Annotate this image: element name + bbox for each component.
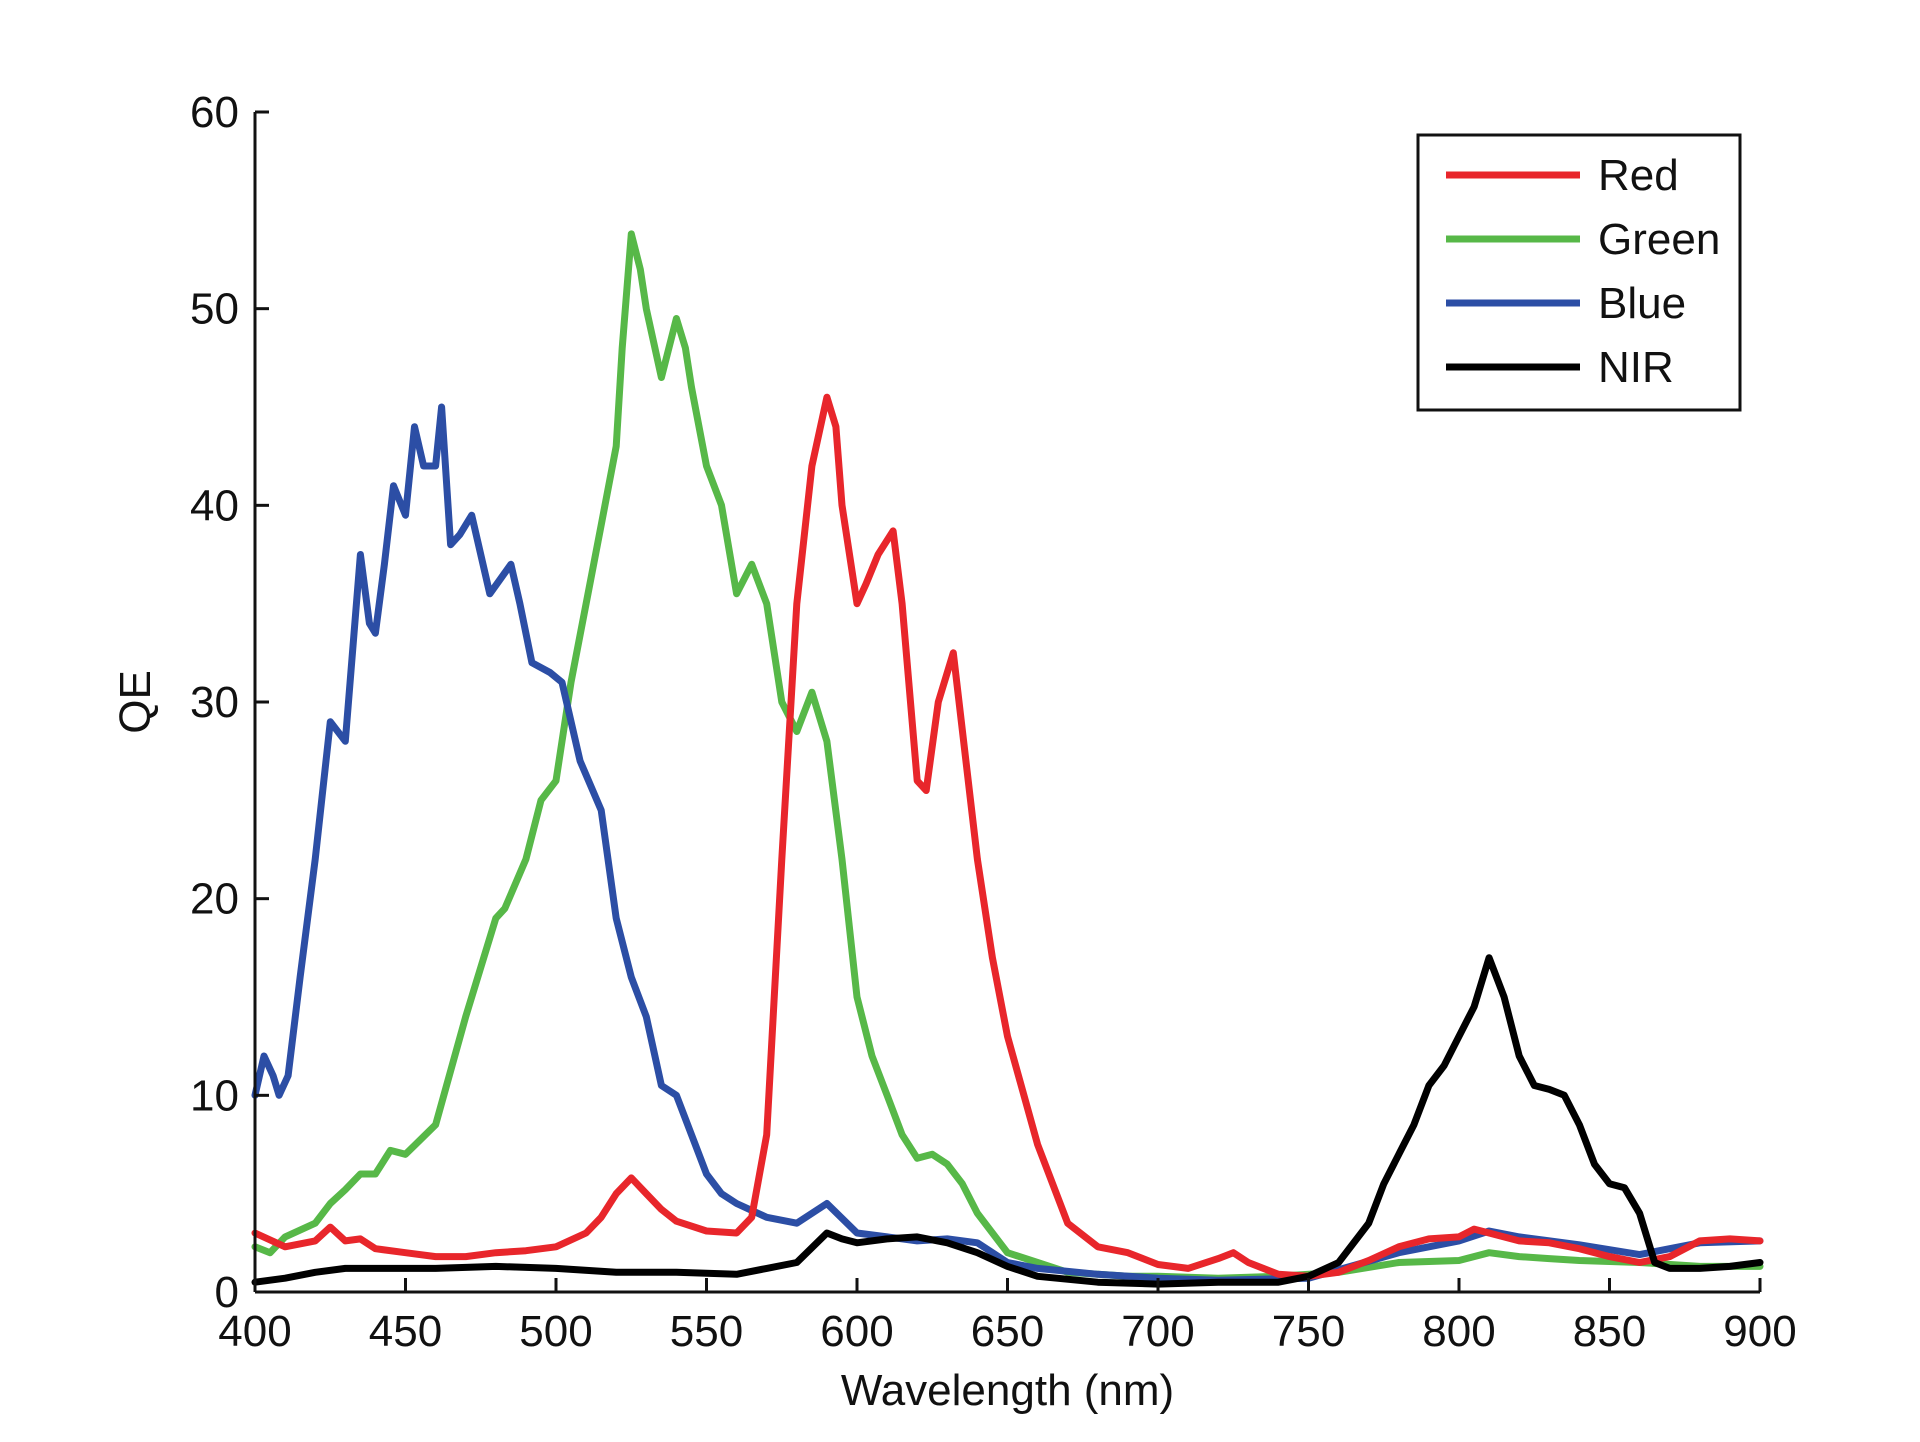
x-tick-label: 500 [519,1307,592,1356]
x-tick-label: 550 [670,1307,743,1356]
series-line-blue [251,403,1764,1284]
axes: 400 450 500 550 600 650 700 750 800 850 900 0 10 20 30… [190,88,1797,1356]
x-tick-label: 850 [1573,1307,1646,1356]
x-tick-label: 800 [1422,1307,1495,1356]
legend-label-blue: Blue [1598,279,1686,328]
series-line-nir [251,954,1764,1288]
x-tick-label: 900 [1723,1307,1796,1356]
legend-label-nir: NIR [1598,343,1674,392]
y-axis-title: QE [111,670,160,734]
series-line-red [251,393,1764,1280]
x-tick-label: 400 [218,1307,291,1356]
legend-label-green: Green [1598,215,1720,264]
y-tick-label: 0 [215,1268,239,1317]
x-tick-label: 750 [1272,1307,1345,1356]
x-tick-label: 650 [971,1307,1044,1356]
x-axis-title: Wavelength (nm) [841,1366,1174,1415]
y-tick-label: 50 [190,285,239,334]
y-tick-label: 10 [190,1071,239,1120]
y-tick-label: 20 [190,875,239,924]
legend-label-red: Red [1598,151,1679,200]
plot-area [251,230,1764,1288]
y-tick-label: 30 [190,678,239,727]
x-tick-label: 450 [369,1307,442,1356]
y-tick-label: 60 [190,88,239,137]
y-tick-label: 40 [190,481,239,530]
x-tick-label: 700 [1121,1307,1194,1356]
legend: Red Green Blue NIR [1416,133,1742,412]
x-tick-label: 600 [820,1307,893,1356]
